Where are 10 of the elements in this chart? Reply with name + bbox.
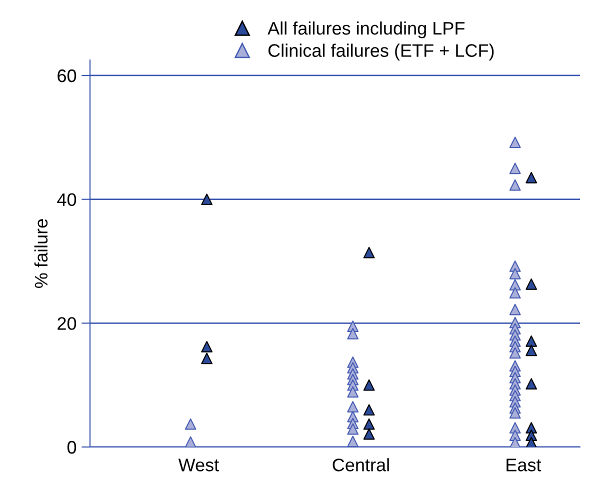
y-axis-title: % failure [34,219,48,288]
legend-label: Clinical failures (ETF + LCF) [268,44,494,61]
x-tick-label: Central [332,458,389,472]
y-tick-label: 20 [58,317,76,330]
y-tick-label: 40 [57,193,76,206]
y-tick-label: 60 [58,69,76,82]
legend-label: All failures including LPF [268,21,465,38]
x-tick-label: East [506,458,542,472]
x-tick-label: West [178,458,219,472]
y-tick-label: 0 [67,440,76,454]
